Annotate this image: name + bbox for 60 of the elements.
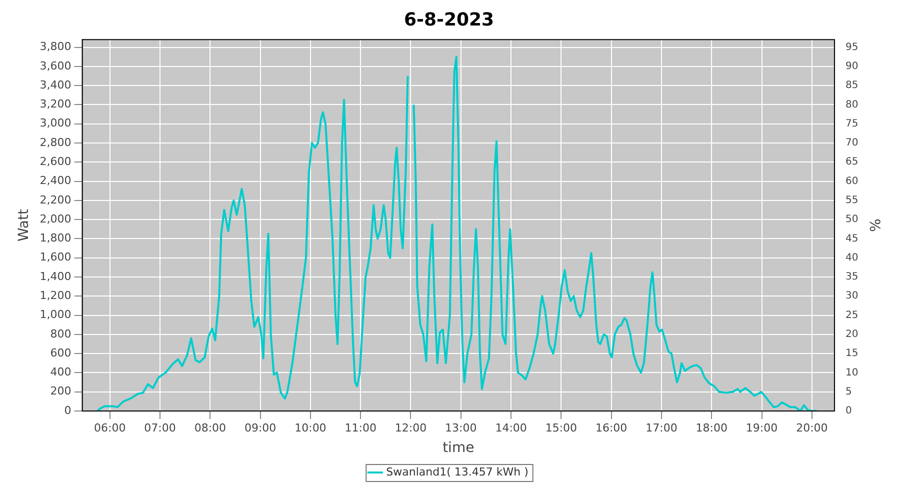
y2-tick-label: 70 (845, 138, 858, 149)
y-tick-label: 400 (50, 366, 72, 379)
y2-tick-label: 0 (845, 406, 852, 417)
y2-tick-label: 75 (845, 118, 858, 130)
y-tick-label: 1,000 (40, 308, 72, 322)
y2-tick-label: 15 (845, 348, 858, 360)
y-tick-label: 3,200 (40, 98, 72, 111)
y-axis-title: Watt (16, 208, 32, 242)
y-tick-label: 1,800 (40, 232, 72, 245)
y2-tick-label: 35 (845, 272, 858, 283)
y-tick-label: 0 (64, 404, 72, 417)
y2-tick-label: 10 (845, 367, 858, 378)
x-tick-label: 11:00 (344, 421, 376, 434)
y-tick-label: 2,800 (40, 136, 72, 149)
y-tick-label: 2,400 (40, 174, 72, 188)
x-tick-label: 06:00 (94, 421, 126, 434)
y2-tick-label: 55 (845, 195, 858, 206)
y-tick-label: 3,800 (40, 40, 72, 54)
x-tick-label: 13:00 (445, 421, 477, 434)
x-tick-label: 16:00 (595, 421, 628, 434)
x-tick-label: 12:00 (394, 421, 427, 434)
y-tick-label: 600 (50, 346, 72, 360)
y2-tick-label: 5 (845, 386, 852, 398)
y2-tick-label: 65 (845, 156, 858, 168)
y2-tick-label: 50 (845, 214, 858, 226)
y-tick-label: 1,600 (40, 250, 72, 264)
y2-tick-label: 45 (845, 233, 858, 244)
y-tick-label: 800 (50, 327, 72, 340)
y2-tick-label: 25 (845, 310, 858, 321)
y2-tick-label: 30 (845, 290, 858, 302)
y2-axis-title: % (866, 218, 882, 232)
y-tick-label: 2,600 (40, 154, 72, 168)
y2-tick-label: 95 (845, 42, 858, 53)
y-tick-label: 1,200 (40, 288, 72, 302)
legend-label: Swanland1( 13.457 kWh ) (386, 465, 528, 478)
x-tick-label: 19:00 (746, 421, 778, 434)
x-tick-label: 20:00 (796, 421, 828, 434)
y-tick-label: 200 (50, 384, 72, 398)
x-tick-label: 15:00 (545, 421, 578, 434)
x-tick-label: 18:00 (696, 421, 728, 434)
y-tick-label: 3,000 (40, 116, 72, 130)
y-tick-label: 1,400 (40, 270, 72, 283)
y2-tick-label: 40 (845, 252, 858, 264)
x-tick-label: 14:00 (495, 421, 527, 434)
y2-tick-label: 90 (845, 60, 858, 72)
y2-tick-label: 20 (845, 329, 858, 340)
x-axis-title: time (442, 440, 474, 456)
x-tick-label: 17:00 (646, 421, 678, 434)
y2-tick-label: 60 (845, 176, 858, 187)
x-tick-label: 07:00 (144, 421, 176, 434)
y2-tick-label: 85 (845, 80, 858, 92)
x-tick-label: 10:00 (294, 421, 326, 434)
x-tick-label: 09:00 (244, 421, 276, 434)
x-tick-label: 08:00 (194, 421, 226, 434)
chart-title: 6-8-2023 (404, 9, 494, 30)
y-tick-label: 3,400 (40, 78, 72, 92)
y-tick-label: 2,200 (40, 193, 72, 206)
y2-tick-label: 80 (845, 99, 858, 110)
y-tick-label: 2,000 (40, 212, 72, 226)
y-tick-label: 3,600 (40, 59, 72, 72)
